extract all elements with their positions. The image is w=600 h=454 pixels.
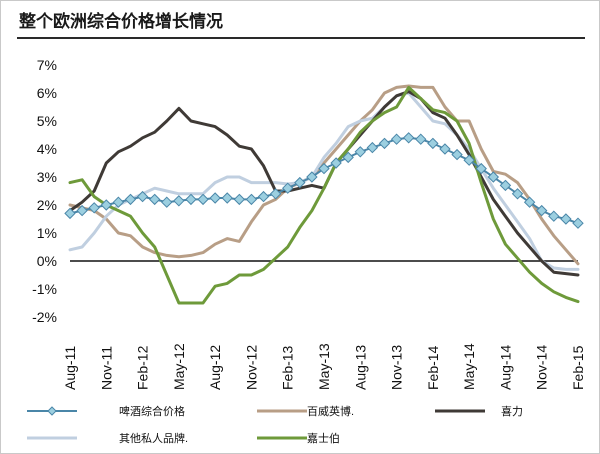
series-0-marker	[366, 141, 379, 154]
series-0-marker	[197, 193, 209, 206]
series-0-marker	[173, 195, 185, 207]
y-tick-label: 6%	[37, 85, 57, 101]
x-tick-label: May-12	[171, 343, 187, 390]
y-tick-label: 7%	[37, 57, 57, 73]
y-tick-label: -2%	[32, 309, 57, 325]
x-tick-label: Nov-14	[534, 345, 550, 390]
y-tick-label: 3%	[37, 169, 57, 185]
series-0-marker	[161, 196, 173, 208]
series-0-marker	[148, 193, 161, 206]
x-tick-label: Aug-14	[497, 345, 513, 390]
series-0-marker	[88, 202, 100, 214]
series-0-marker	[390, 133, 403, 145]
y-tick-label: -1%	[32, 281, 57, 297]
x-tick-label: Aug-12	[207, 345, 223, 390]
series-0-marker	[499, 179, 512, 192]
series-0-marker	[269, 188, 282, 200]
series-0-marker	[257, 190, 270, 203]
series-0-marker	[463, 154, 475, 166]
series-0-marker	[282, 182, 294, 194]
series-0-marker	[439, 143, 451, 155]
series-line-4	[68, 85, 580, 305]
series-0-marker	[560, 213, 572, 225]
series-0-marker	[536, 204, 548, 217]
legend-label-3: 其他私人品牌.	[119, 431, 188, 445]
x-tick-label: May-13	[316, 343, 332, 390]
x-tick-label: May-14	[461, 343, 477, 390]
series-0-marker	[209, 192, 221, 204]
legend-label-1: 百威英博.	[307, 404, 354, 418]
x-tick-label: Nov-12	[243, 345, 259, 390]
x-tick-label: Feb-15	[570, 345, 586, 390]
title-divider	[17, 37, 585, 39]
series-0-marker	[427, 137, 439, 150]
series-0-marker	[124, 193, 137, 206]
series-0-marker	[402, 132, 415, 144]
x-tick-label: Feb-12	[135, 345, 151, 390]
series-0-marker	[306, 171, 318, 183]
series-0-marker	[294, 176, 306, 189]
series-0-marker	[233, 193, 246, 206]
series-0-marker	[523, 196, 536, 208]
series-0-marker	[451, 148, 463, 161]
series-0-marker	[76, 204, 88, 217]
series-0-marker	[354, 146, 366, 158]
series-0-marker	[572, 217, 584, 229]
series-0-marker	[221, 192, 233, 204]
legend-label-2: 喜力	[501, 405, 523, 418]
series-0-marker	[112, 196, 125, 208]
series-line-3	[68, 91, 580, 271]
x-tick-label: Nov-11	[98, 346, 114, 390]
y-tick-label: 2%	[37, 197, 57, 213]
series-0-marker	[378, 137, 391, 150]
y-tick-label: 4%	[37, 141, 57, 157]
series-0-marker	[511, 188, 524, 200]
series-0-marker	[100, 199, 112, 211]
legend-marker-0	[47, 406, 57, 416]
series-0-marker	[136, 190, 149, 203]
y-tick-label: 0%	[37, 253, 57, 269]
series-0-marker	[64, 207, 76, 220]
legend-label-4: 嘉士伯	[307, 431, 340, 445]
series-0-marker	[342, 151, 354, 164]
series-0-marker	[185, 193, 197, 206]
legend-label-0: 啤酒综合价格	[119, 404, 185, 418]
series-0-marker	[330, 157, 342, 169]
y-tick-label: 1%	[37, 225, 57, 241]
y-tick-label: 5%	[37, 113, 57, 129]
series-0-marker	[487, 171, 500, 183]
x-tick-label: Aug-13	[352, 345, 368, 390]
series-0-marker	[318, 162, 330, 175]
x-tick-label: Feb-13	[280, 345, 296, 390]
x-tick-label: Aug-11	[62, 346, 78, 390]
series-0-marker	[415, 133, 427, 145]
x-tick-label: Feb-14	[425, 345, 441, 390]
series-0-marker	[245, 193, 258, 206]
series-0-marker	[475, 162, 487, 175]
series-0-marker	[548, 210, 560, 222]
chart-title: 整个欧洲综合价格增长情况	[19, 12, 223, 32]
x-tick-label: Nov-13	[389, 345, 405, 390]
